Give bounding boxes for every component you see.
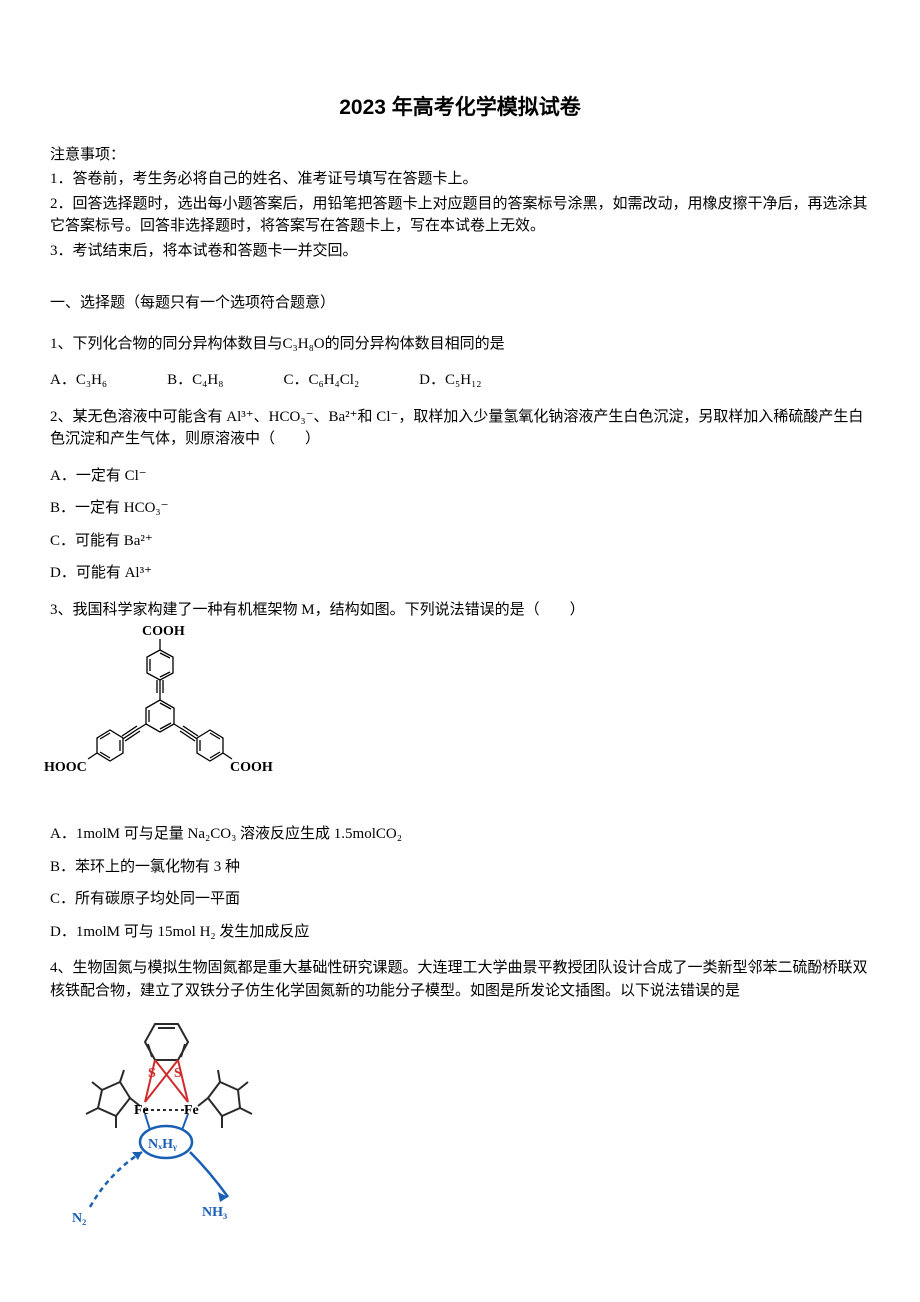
q4-label-nh3: NH₃ [202, 1202, 227, 1223]
q1-opt-b-formula: C₄H₈ [192, 372, 223, 388]
q2-opt-d: D．可能有 Al³⁺ [50, 562, 870, 585]
q3-opt-c: C．所有碳原子均处同一平面 [50, 888, 870, 911]
q1-opt-c-label: C． [283, 372, 308, 388]
q1-text: 1、下列化合物的同分异构体数目与C₃H₈O的同分异构体数目相同的是 [50, 333, 870, 356]
page-title: 2023 年高考化学模拟试卷 [50, 92, 870, 124]
q1-opt-c-formula: C₆H₄Cl₂ [308, 372, 359, 388]
q4-label-fe-right: Fe [184, 1100, 199, 1121]
q4-diagram: S S Fe Fe NₓHᵧ N₂ NH₃ [50, 1012, 280, 1242]
q1-opt-b: B．C₄H₈ [167, 369, 223, 392]
q4-label-n2: N₂ [72, 1208, 86, 1229]
q3-label-top: COOH [142, 621, 185, 642]
q1-formula: C₃H₈O [283, 336, 325, 352]
question-2: 2、某无色溶液中可能含有 Al³⁺、HCO₃⁻、Ba²⁺和 Cl⁻，取样加入少量… [50, 406, 870, 585]
notice-block: 注意事项： 1．答卷前，考生务必将自己的姓名、准考证号填写在答题卡上。 2．回答… [50, 144, 870, 263]
q4-label-s-right: S [174, 1063, 182, 1084]
q2-text: 2、某无色溶液中可能含有 Al³⁺、HCO₃⁻、Ba²⁺和 Cl⁻，取样加入少量… [50, 406, 870, 451]
q2-opt-c: C．可能有 Ba²⁺ [50, 530, 870, 553]
notice-item-2: 2．回答选择题时，选出每小题答案后，用铅笔把答题卡上对应题目的答案标号涂黑，如需… [50, 193, 870, 238]
q4-label-s-left: S [148, 1063, 156, 1084]
q2-opt-b: B．一定有 HCO₃⁻ [50, 497, 870, 520]
q3-label-right: COOH [230, 757, 273, 778]
q1-suffix: 的同分异构体数目相同的是 [325, 336, 505, 352]
q2-opt-a: A．一定有 Cl⁻ [50, 465, 870, 488]
q1-prefix: 1、下列化合物的同分异构体数目与 [50, 336, 283, 352]
notice-item-3: 3．考试结束后，将本试卷和答题卡一并交回。 [50, 240, 870, 263]
question-1: 1、下列化合物的同分异构体数目与C₃H₈O的同分异构体数目相同的是 A．C₃H₆… [50, 333, 870, 392]
q1-opt-a: A．C₃H₆ [50, 369, 107, 392]
q1-opt-b-label: B． [167, 372, 192, 388]
q4-text: 4、生物固氮与模拟生物固氮都是重大基础性研究课题。大连理工大学曲景平教授团队设计… [50, 957, 870, 1002]
q1-opt-d-label: D． [419, 372, 445, 388]
question-4: 4、生物固氮与模拟生物固氮都是重大基础性研究课题。大连理工大学曲景平教授团队设计… [50, 957, 870, 1242]
q4-label-nxhy: NₓHᵧ [148, 1134, 177, 1155]
q1-opt-d-formula: C₅H₁₂ [445, 372, 482, 388]
question-3: 3、我国科学家构建了一种有机框架物 M，结构如图。下列说法错误的是（ ） [50, 599, 870, 944]
q3-opt-a: A．1molM 可与足量 Na₂CO₃ 溶液反应生成 1.5molCO₂ [50, 823, 870, 846]
q3-opt-d: D．1molM 可与 15mol H₂ 发生加成反应 [50, 921, 870, 944]
q3-text: 3、我国科学家构建了一种有机框架物 M，结构如图。下列说法错误的是（ ） [50, 599, 870, 622]
q1-opt-c: C．C₆H₄Cl₂ [283, 369, 359, 392]
notice-item-1: 1．答卷前，考生务必将自己的姓名、准考证号填写在答题卡上。 [50, 168, 870, 191]
q3-molecule-svg [50, 625, 270, 815]
q3-molecule-diagram: COOH HOOC COOH [50, 625, 270, 815]
q1-opt-a-formula: C₃H₆ [76, 372, 107, 388]
q1-opt-d: D．C₅H₁₂ [419, 369, 481, 392]
q2-options: A．一定有 Cl⁻ B．一定有 HCO₃⁻ C．可能有 Ba²⁺ D．可能有 A… [50, 465, 870, 585]
notice-header: 注意事项： [50, 144, 870, 167]
q3-label-left: HOOC [44, 757, 87, 778]
q1-opt-a-label: A． [50, 372, 76, 388]
q3-options: A．1molM 可与足量 Na₂CO₃ 溶液反应生成 1.5molCO₂ B．苯… [50, 823, 870, 943]
q1-options: A．C₃H₆ B．C₄H₈ C．C₆H₄Cl₂ D．C₅H₁₂ [50, 369, 870, 392]
q4-label-fe-left: Fe [134, 1100, 149, 1121]
q3-opt-b: B．苯环上的一氯化物有 3 种 [50, 856, 870, 879]
section-header: 一、选择题（每题只有一个选项符合题意） [50, 292, 870, 315]
